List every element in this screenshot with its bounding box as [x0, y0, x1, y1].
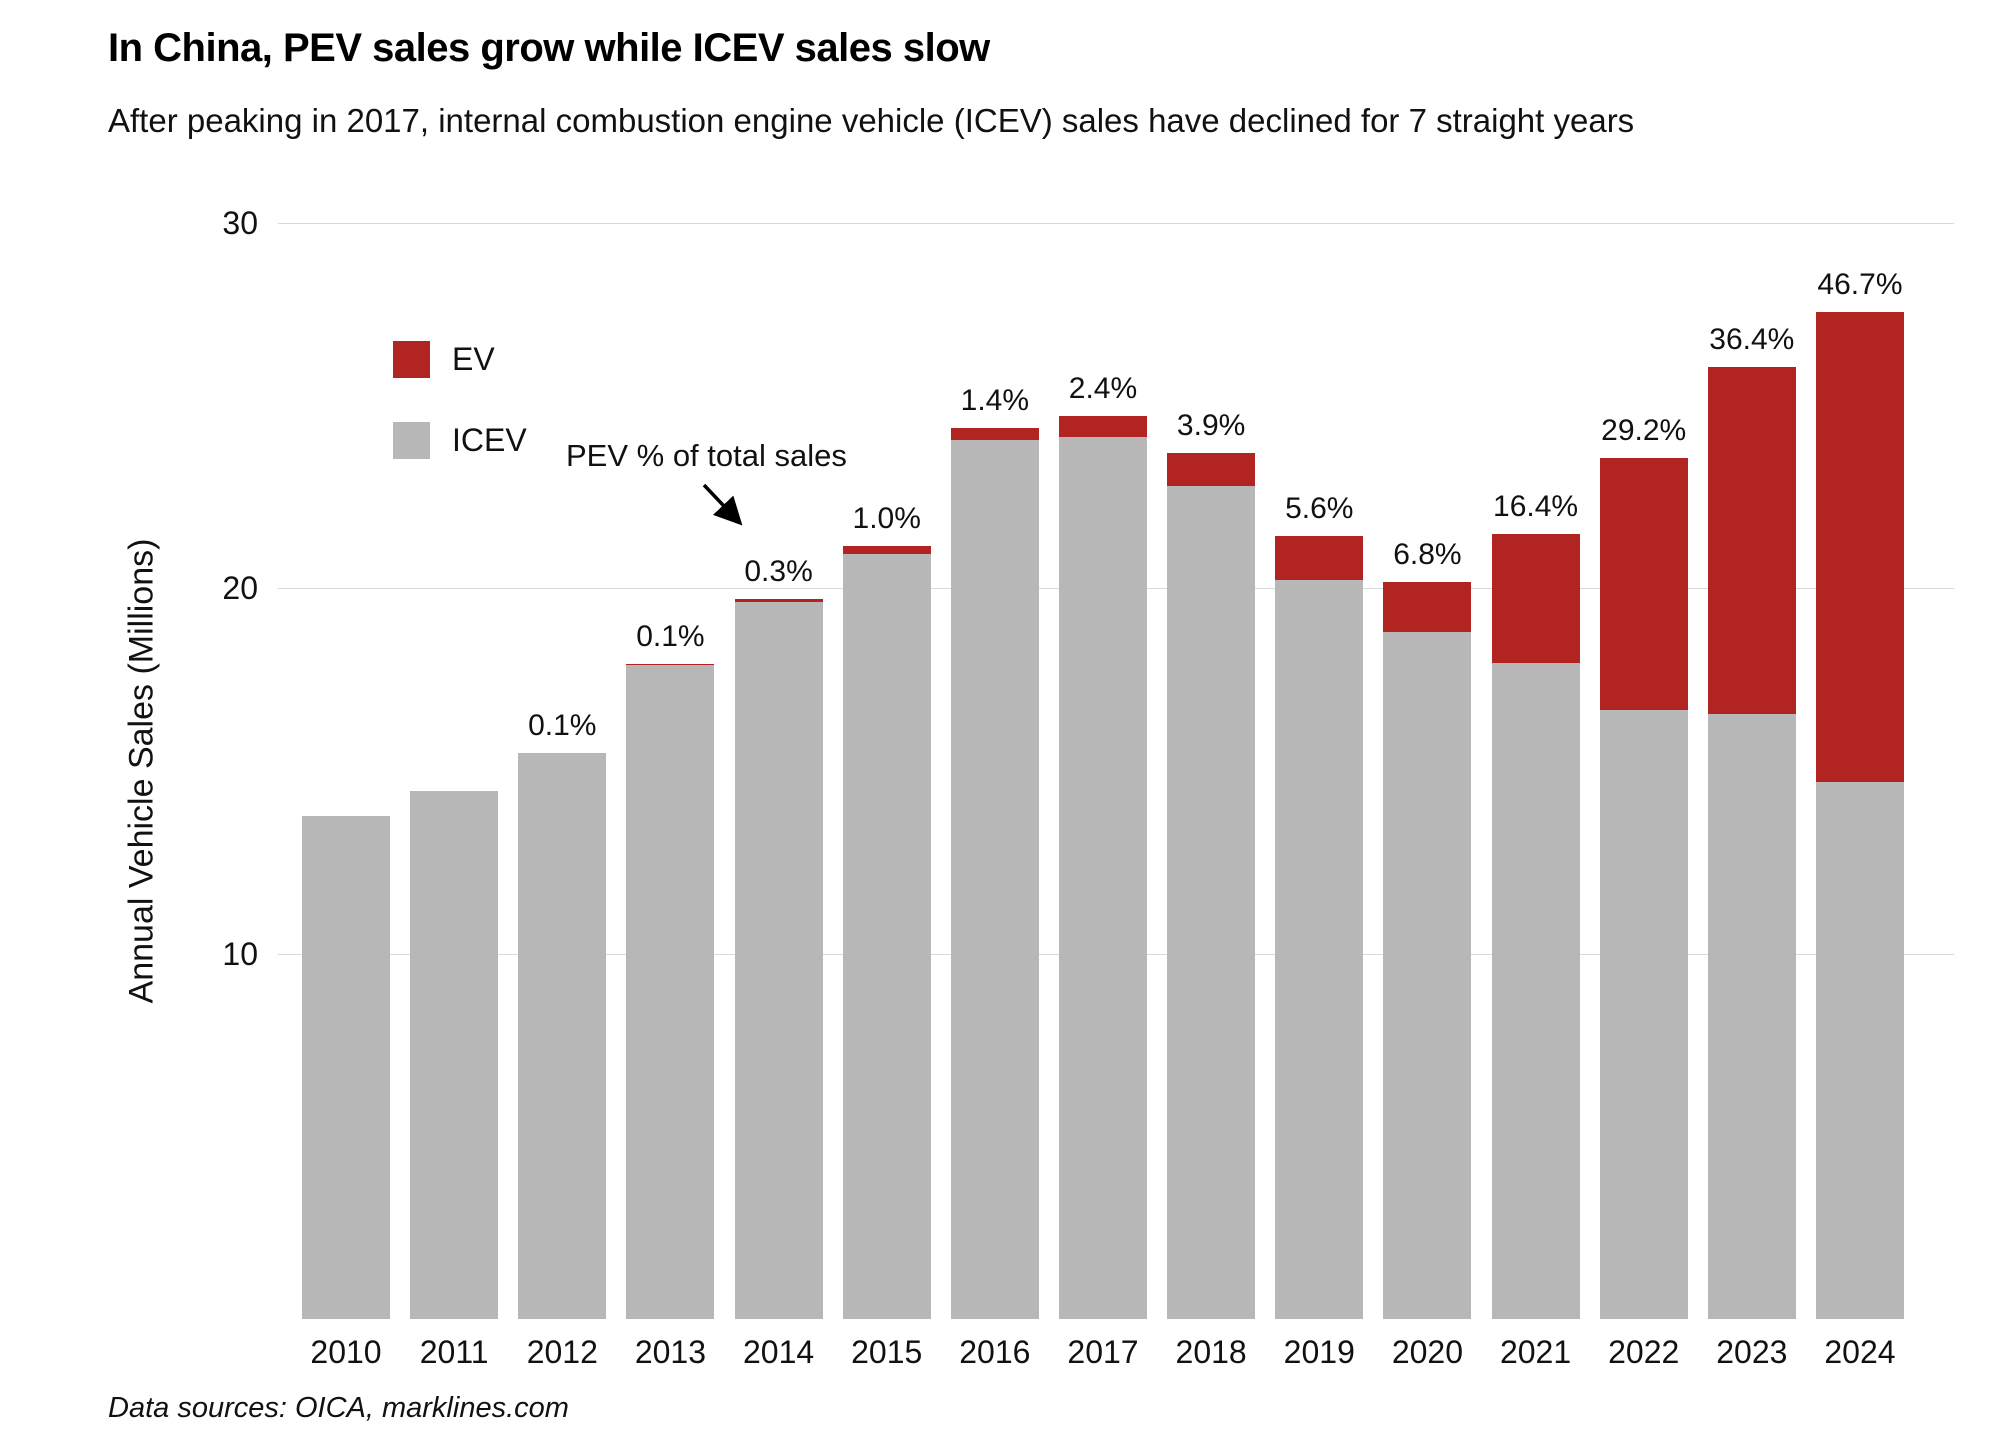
- ev-segment: [1275, 535, 1364, 580]
- bar-2022: 29.2% 2022: [1599, 223, 1688, 1370]
- legend-label-ev: EV: [452, 341, 495, 377]
- x-axis-label: 2023: [1716, 1334, 1788, 1370]
- pev-share-label: 1.0%: [852, 502, 921, 536]
- x-axis-label: 2015: [851, 1334, 923, 1370]
- icev-segment: [1058, 437, 1147, 1319]
- pev-share-label: 2.4%: [1068, 371, 1138, 405]
- pev-share-label: 3.9%: [1176, 408, 1246, 442]
- ev-segment: [842, 546, 931, 554]
- icev-segment: [410, 791, 499, 1319]
- bar-2024: 46.7% 2024: [1815, 223, 1904, 1370]
- ev-segment: [950, 427, 1039, 441]
- pev-share-label: 0.1%: [528, 708, 597, 742]
- bar-2010: 2010: [302, 223, 390, 1370]
- x-axis-label: 2014: [742, 1334, 815, 1370]
- y-tick-label: 20: [222, 570, 258, 607]
- legend: EV ICEV: [393, 341, 527, 459]
- x-axis-label: 2010: [310, 1334, 382, 1370]
- icev-segment: [302, 816, 390, 1319]
- annotation-pev-share: PEV % of total sales: [566, 438, 847, 473]
- ev-segment: [1815, 312, 1904, 783]
- bar-2011: 2011: [410, 223, 499, 1370]
- icev-segment: [734, 601, 823, 1319]
- x-axis-label: 2019: [1283, 1334, 1355, 1370]
- bar-2014: 0.3% 2014: [734, 223, 823, 1370]
- x-axis-label: 2011: [419, 1334, 489, 1370]
- bar-2021: 16.4% 2021: [1491, 223, 1580, 1370]
- ev-segment: [1167, 452, 1256, 487]
- legend-swatch-ev: [393, 341, 430, 378]
- x-axis-label: 2021: [1499, 1334, 1572, 1370]
- ev-segment: [1383, 581, 1472, 632]
- legend-item-icev: ICEV: [393, 422, 527, 459]
- pev-share-label: 6.8%: [1393, 537, 1462, 571]
- x-axis-label: 2024: [1824, 1334, 1896, 1370]
- icev-segment: [518, 753, 607, 1319]
- bar-2017: 2.4% 2017: [1058, 223, 1147, 1370]
- data-source: Data sources: OICA, marklines.com: [108, 1392, 569, 1424]
- x-axis-label: 2013: [634, 1334, 707, 1370]
- pev-share-label: 16.4%: [1493, 490, 1579, 524]
- x-axis-label: 2022: [1608, 1334, 1680, 1370]
- legend-swatch-icev: [393, 422, 430, 459]
- pev-share-label: 46.7%: [1817, 268, 1903, 302]
- bar-2015: 1.0% 2015: [842, 223, 931, 1370]
- y-tick-label: 30: [222, 205, 258, 241]
- y-tick-label: 10: [222, 935, 258, 972]
- pev-share-label: 0.3%: [744, 555, 813, 589]
- legend-item-ev: EV: [393, 341, 527, 378]
- bar-2023: 36.4% 2023: [1707, 223, 1796, 1370]
- x-axis-label: 2020: [1391, 1334, 1463, 1370]
- pev-share-label: 36.4%: [1709, 322, 1795, 356]
- legend-label-icev: ICEV: [452, 422, 527, 458]
- pev-share-label: 29.2%: [1601, 414, 1687, 448]
- icev-segment: [1491, 662, 1580, 1319]
- icev-segment: [1707, 713, 1796, 1319]
- bar-2020: 6.8% 2020: [1383, 223, 1472, 1370]
- icev-segment: [950, 440, 1039, 1319]
- icev-segment: [1815, 782, 1904, 1319]
- chart-subtitle: After peaking in 2017, internal combusti…: [108, 102, 1635, 139]
- bar-2018: 3.9% 2018: [1167, 223, 1256, 1370]
- gridline: [278, 223, 1954, 224]
- ev-segment: [734, 599, 823, 602]
- bar-2019: 5.6% 2019: [1275, 223, 1364, 1370]
- ev-segment: [1599, 458, 1688, 710]
- y-axis-tick-labels: 10 20 30: [150, 205, 258, 1319]
- bar-series: 2010 2011 0.1% 2012 0.1% 2013 0.3% 2014 1.0% 2015…: [278, 223, 1954, 1370]
- x-axis-label: 2012: [526, 1334, 598, 1370]
- ev-segment: [1707, 366, 1796, 714]
- ev-segment: [1058, 415, 1147, 438]
- pev-share-label: 1.4%: [960, 383, 1030, 417]
- icev-segment: [1599, 709, 1688, 1319]
- icev-segment: [842, 554, 931, 1319]
- ev-segment: [626, 663, 715, 665]
- icev-segment: [1275, 579, 1364, 1319]
- x-axis-label: 2017: [1067, 1334, 1139, 1370]
- pev-share-label: 0.1%: [636, 619, 705, 653]
- x-axis-label: 2016: [959, 1334, 1031, 1370]
- ev-segment: [1491, 534, 1580, 663]
- icev-segment: [1167, 486, 1256, 1319]
- bar-2016: 1.4% 2016: [950, 223, 1039, 1370]
- ev-segment: [518, 752, 607, 754]
- pev-share-label: 5.6%: [1285, 491, 1354, 525]
- icev-segment: [1383, 631, 1472, 1319]
- x-axis-label: 2018: [1175, 1334, 1247, 1370]
- annotation-arrow-icon: [702, 483, 743, 526]
- icev-segment: [626, 664, 715, 1319]
- bar-2013: 0.1% 2013: [626, 223, 715, 1370]
- plot-area: 2010 2011 0.1% 2012 0.1% 2013 0.3% 2014 1.0% 2015…: [278, 223, 1954, 1370]
- bar-2012: 0.1% 2012: [518, 223, 607, 1370]
- chart-title: In China, PEV sales grow while ICEV sale…: [108, 26, 990, 70]
